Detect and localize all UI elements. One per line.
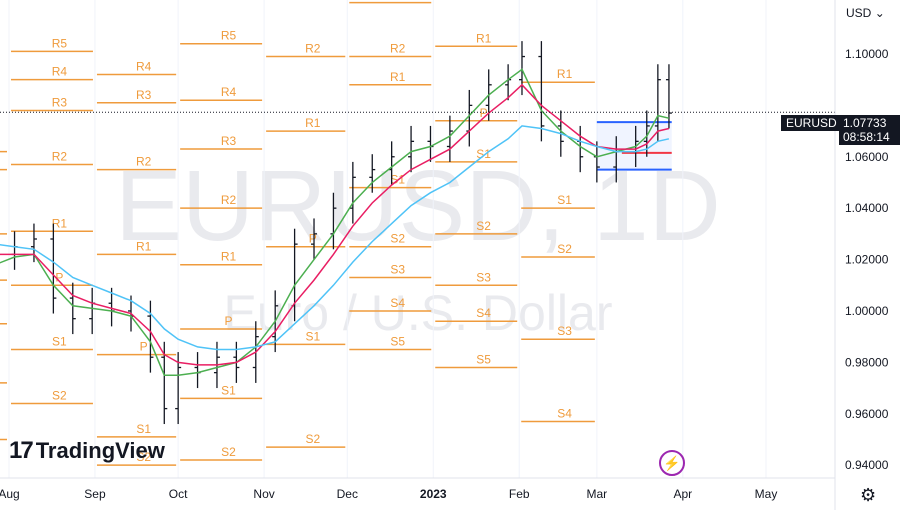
pivot-label: R5 bbox=[221, 29, 237, 43]
y-tick-label: 1.00000 bbox=[845, 304, 889, 318]
x-tick-label: Feb bbox=[509, 487, 530, 501]
pivot-label: R2 bbox=[221, 193, 237, 207]
pivot-label: S5 bbox=[476, 352, 491, 366]
pivot-label: S1 bbox=[476, 147, 491, 161]
gear-icon[interactable]: ⚙ bbox=[860, 485, 877, 505]
pivot-label: R1 bbox=[557, 67, 573, 81]
pivot-label: S2 bbox=[221, 445, 236, 459]
pivot-label: S2 bbox=[390, 232, 405, 246]
pivot-label: R3 bbox=[221, 134, 237, 148]
pivot-label: S4 bbox=[476, 306, 491, 320]
tradingview-logo-icon: 17 bbox=[9, 437, 34, 464]
ema-line bbox=[0, 68, 670, 376]
x-tick-label: Oct bbox=[169, 487, 188, 501]
pivot-label: R3 bbox=[52, 96, 68, 110]
x-tick-label: Mar bbox=[587, 487, 608, 501]
pivot-label: R2 bbox=[136, 155, 152, 169]
chevron-down-icon: ⌄ bbox=[874, 6, 885, 20]
pivot-label: P bbox=[55, 270, 63, 284]
y-tick-label: 1.02000 bbox=[845, 253, 889, 267]
y-tick-label: 1.04000 bbox=[845, 201, 889, 215]
pivot-label: S1 bbox=[52, 335, 67, 349]
pivot-label: S2 bbox=[52, 388, 67, 402]
pivot-label: S4 bbox=[557, 406, 572, 420]
pivot-label: R1 bbox=[305, 116, 321, 130]
pivot-label: S3 bbox=[390, 263, 405, 277]
pivot-label: P bbox=[225, 314, 233, 328]
pivot-label: S1 bbox=[136, 422, 151, 436]
ema-line bbox=[0, 125, 670, 351]
pivot-label: S2 bbox=[305, 432, 320, 446]
pivot-label: S2 bbox=[557, 242, 572, 256]
pivot-label: S1 bbox=[221, 383, 236, 397]
x-tick-label: Nov bbox=[253, 487, 274, 501]
y-tick-label: 1.10000 bbox=[845, 47, 889, 61]
flash-icon[interactable]: ⚡ bbox=[659, 450, 685, 476]
pivot-label: R1 bbox=[221, 250, 237, 264]
pivot-label: R4 bbox=[221, 85, 237, 99]
pivot-label: P bbox=[140, 340, 148, 354]
tradingview-logo[interactable]: 17 TradingView bbox=[9, 437, 165, 464]
watermark-subtitle: Euro / U.S. Dollar bbox=[223, 285, 612, 341]
ema-line bbox=[0, 83, 670, 366]
pivot-label: R1 bbox=[390, 70, 406, 84]
y-tick-label: 0.94000 bbox=[845, 458, 889, 472]
pivot-label: R2 bbox=[390, 42, 406, 56]
symbol-badge: EURUSD bbox=[781, 115, 842, 131]
pivot-label: R4 bbox=[52, 65, 68, 79]
x-tick-label: Aug bbox=[0, 487, 20, 501]
currency-selector[interactable]: USD ⌄ bbox=[846, 6, 885, 20]
pivot-label: R4 bbox=[136, 60, 152, 74]
pivot-label: R1 bbox=[52, 216, 68, 230]
x-tick-label: May bbox=[755, 487, 778, 501]
pivot-label: R2 bbox=[305, 42, 321, 56]
pivot-label: S1 bbox=[557, 193, 572, 207]
pivot-label: S2 bbox=[136, 450, 151, 464]
pivot-label: S3 bbox=[476, 270, 491, 284]
x-tick-label: 2023 bbox=[420, 487, 447, 501]
pivot-label: S1 bbox=[305, 329, 320, 343]
pivot-label: P bbox=[480, 106, 488, 120]
range-box bbox=[596, 122, 672, 170]
x-tick-label: Dec bbox=[337, 487, 358, 501]
x-tick-label: Apr bbox=[673, 487, 692, 501]
pivot-label: S2 bbox=[476, 219, 491, 233]
pivot-label: R5 bbox=[52, 36, 68, 50]
pivot-label: P bbox=[309, 232, 317, 246]
pivot-label: R1 bbox=[476, 31, 492, 45]
pivot-label: S3 bbox=[557, 324, 572, 338]
y-tick-label: 0.96000 bbox=[845, 407, 889, 421]
y-tick-label: 1.06000 bbox=[845, 150, 889, 164]
pivot-label: R3 bbox=[136, 88, 152, 102]
pivot-label: R3 bbox=[390, 0, 406, 2]
pivot-label: R1 bbox=[136, 239, 152, 253]
y-tick-label: 0.98000 bbox=[845, 355, 889, 369]
x-tick-label: Sep bbox=[84, 487, 106, 501]
last-price-badge: 1.07733 08:58:14 bbox=[839, 115, 900, 145]
pivot-label: S4 bbox=[390, 296, 405, 310]
pivot-label: S5 bbox=[390, 335, 405, 349]
pivot-label: R2 bbox=[52, 149, 68, 163]
